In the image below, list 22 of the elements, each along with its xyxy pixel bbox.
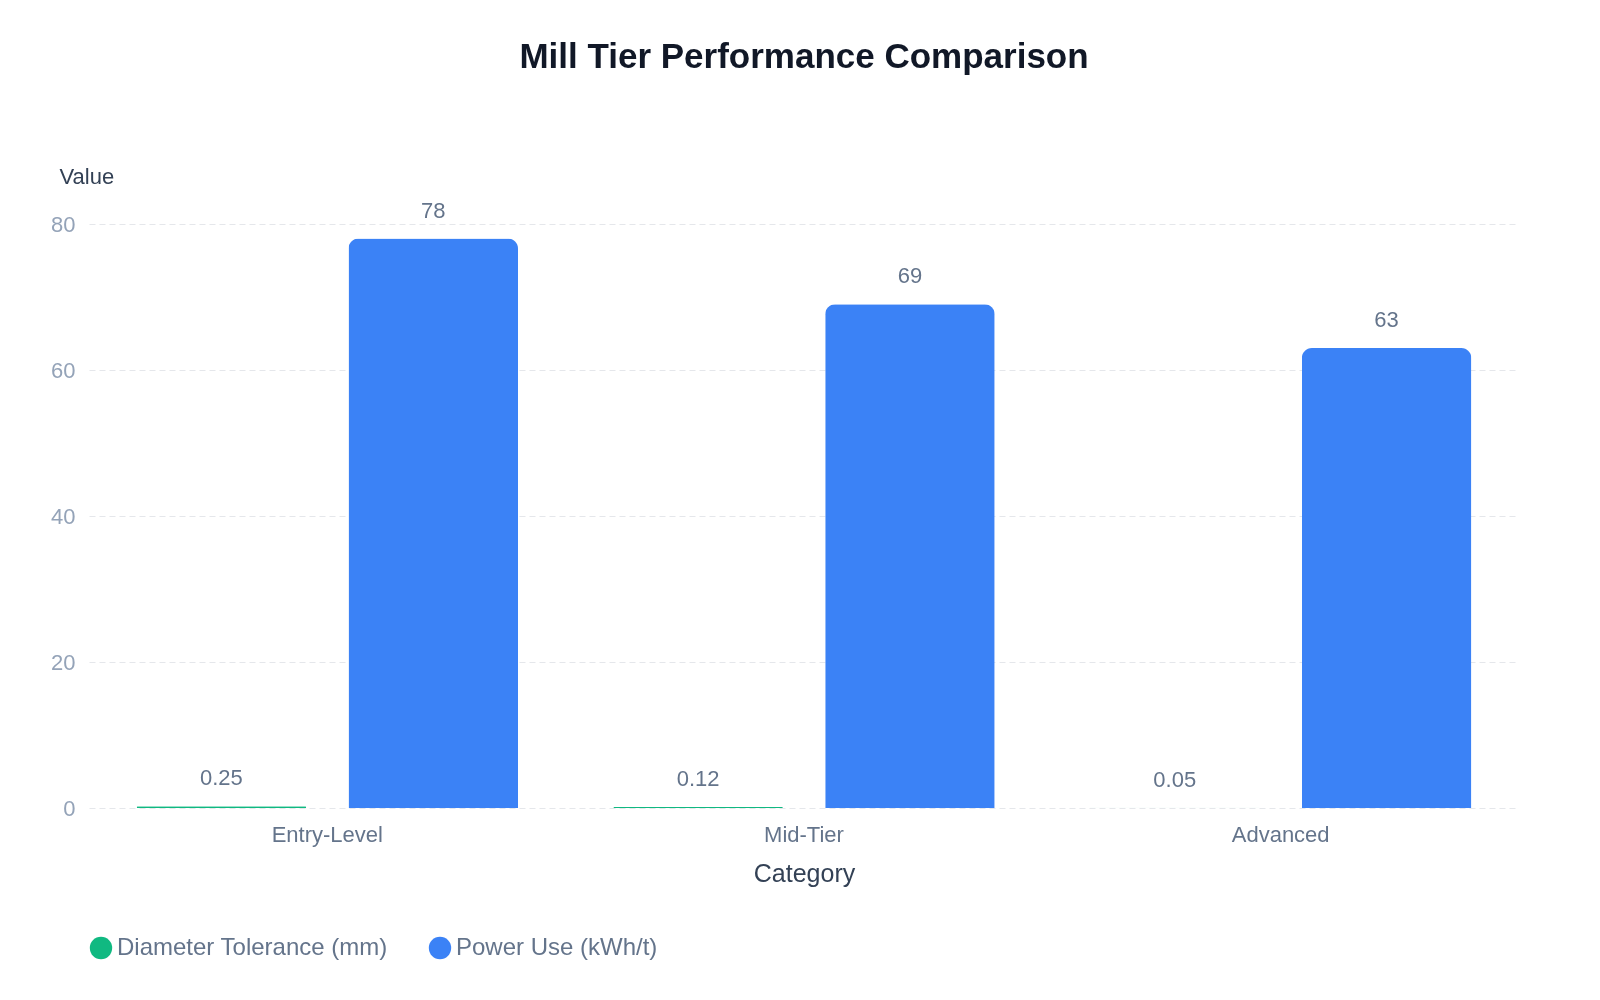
- y-tick-label: 80: [51, 211, 76, 237]
- x-tick-label: Advanced: [1231, 821, 1330, 847]
- bar: [825, 304, 995, 808]
- legend-label: Diameter Tolerance (mm): [117, 933, 388, 960]
- data-label: 78: [421, 197, 446, 223]
- data-label: 69: [897, 263, 923, 289]
- data-label: 63: [1374, 307, 1399, 333]
- y-axis-title: Value: [59, 163, 115, 189]
- data-label: 0.12: [676, 766, 720, 792]
- x-axis-title: Category: [753, 858, 856, 887]
- data-label: 0.25: [199, 765, 243, 791]
- y-tick-label: 40: [51, 503, 76, 529]
- x-tick-label: Mid-Tier: [764, 821, 844, 847]
- legend-label: Power Use (kWh/t): [456, 933, 658, 960]
- bar: [348, 238, 518, 808]
- data-label: 0.05: [1153, 766, 1197, 792]
- x-tick-label: Entry-Level: [271, 821, 383, 847]
- y-tick-label: 60: [51, 357, 76, 383]
- chart-title: Mill Tier Performance Comparison: [519, 36, 1089, 75]
- y-tick-label: 0: [63, 795, 76, 821]
- y-tick-label: 20: [51, 649, 76, 675]
- bar: [1301, 348, 1472, 808]
